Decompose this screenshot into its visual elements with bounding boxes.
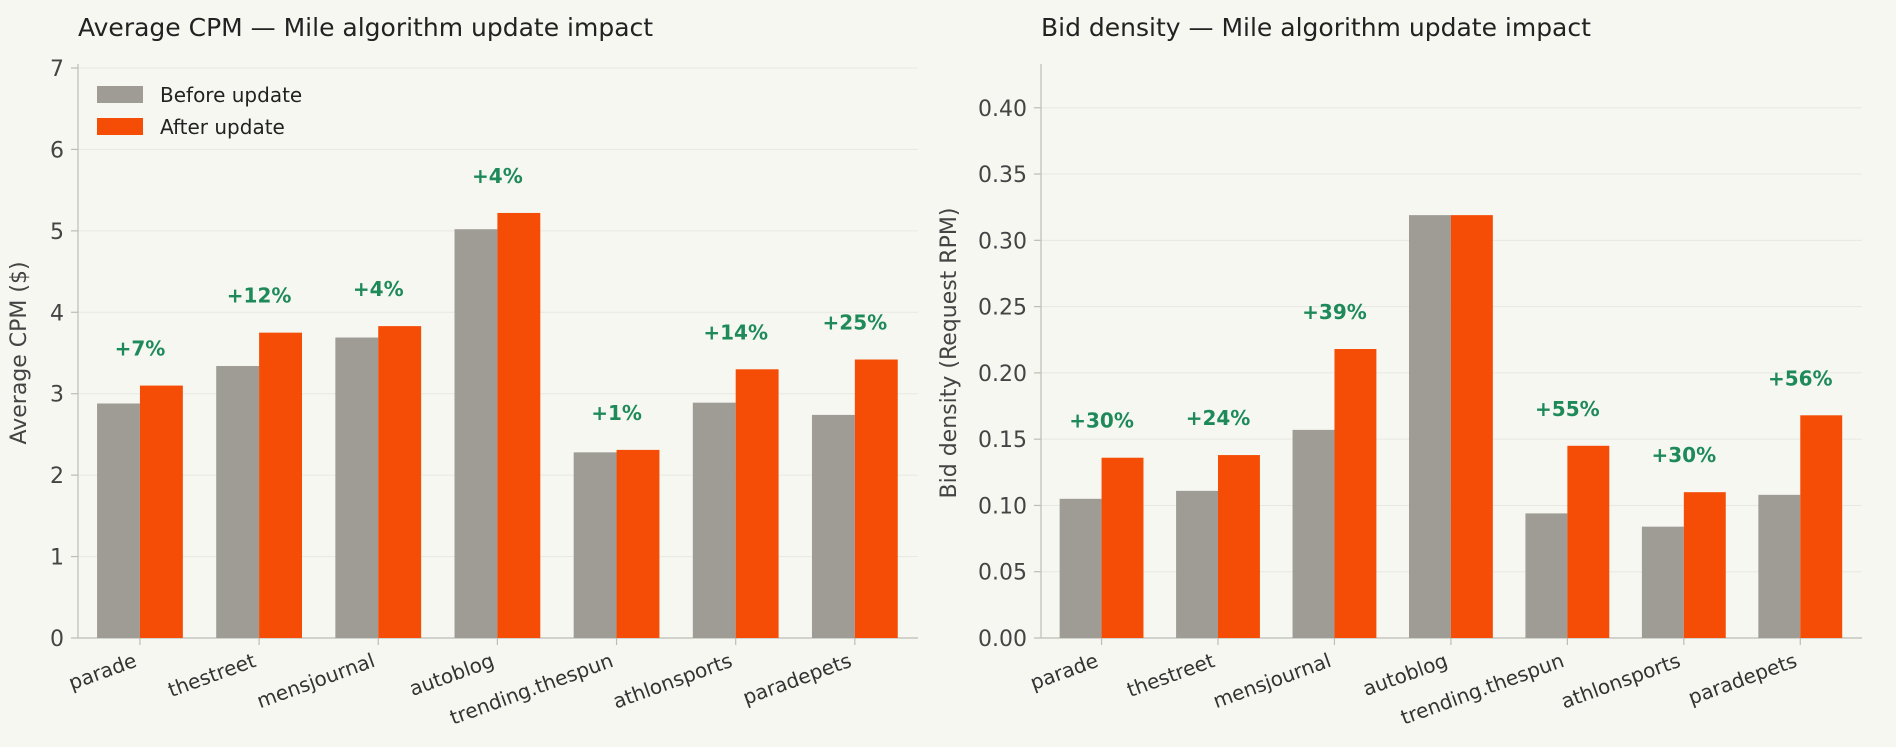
percent-change-label: +14% [703, 320, 768, 344]
percent-change-label: +30% [1652, 443, 1717, 467]
x-tick-label: paradepets [1685, 648, 1800, 709]
bar-after-update [497, 212, 541, 638]
y-tick-label: 0.20 [978, 362, 1027, 387]
bar-after-update [378, 326, 422, 638]
bar-after-update [1334, 349, 1377, 638]
y-tick-label: 6 [50, 138, 64, 163]
percent-change-label: +56% [1768, 366, 1833, 390]
x-tick-label: athlonsports [610, 648, 736, 713]
percent-change-label: +7% [115, 337, 166, 361]
percent-change-label: +4% [472, 164, 523, 188]
bar-before-update [335, 337, 379, 638]
x-tick-label: parade [65, 648, 139, 695]
cpm-chart-panel: Average CPM — Mile algorithm update impa… [7, 13, 918, 729]
bar-before-update [692, 402, 736, 638]
y-tick-label: 3 [50, 383, 64, 408]
bar-before-update [97, 403, 140, 638]
y-tick-label: 5 [50, 220, 64, 245]
bar-after-update [1218, 455, 1260, 638]
bar-before-update [1059, 498, 1102, 638]
percent-change-label: +39% [1302, 300, 1367, 324]
percent-change-label: +30% [1069, 409, 1134, 433]
bar-before-update [454, 229, 498, 638]
y-tick-label: 0 [50, 627, 64, 652]
percent-change-label: +55% [1535, 397, 1600, 421]
bar-after-update [1800, 415, 1843, 638]
legend-swatch [97, 86, 143, 103]
bar-after-update [1450, 215, 1493, 639]
bar-after-update [1567, 445, 1610, 638]
percent-change-label: +12% [227, 284, 292, 308]
y-tick-label: 0.10 [978, 494, 1027, 519]
y-tick-label: 7 [50, 57, 64, 82]
x-tick-label: paradepets [740, 648, 855, 709]
y-tick-label: 2 [50, 464, 64, 489]
bar-before-update [1758, 494, 1801, 638]
y-tick-label: 0.40 [978, 97, 1027, 122]
chart-title: Bid density — Mile algorithm update impa… [1041, 13, 1591, 42]
legend-label: After update [160, 115, 285, 139]
x-tick-label: thestreet [1124, 648, 1218, 702]
y-tick-label: 0.05 [978, 561, 1027, 586]
bar-after-update [854, 359, 898, 638]
y-tick-label: 4 [50, 301, 64, 326]
x-tick-label: mensjournal [1210, 648, 1334, 713]
percent-change-label: +25% [823, 311, 888, 335]
x-tick-label: mensjournal [253, 648, 377, 713]
bar-before-update [1525, 513, 1568, 638]
bid-density-chart-panel: Bid density — Mile algorithm update impa… [937, 13, 1862, 729]
bar-after-update [139, 385, 183, 638]
percent-change-label: +24% [1186, 406, 1251, 430]
chart-title: Average CPM — Mile algorithm update impa… [78, 13, 653, 42]
percent-change-label: +1% [591, 401, 642, 425]
bar-after-update [1101, 457, 1144, 638]
x-tick-label: thestreet [165, 648, 259, 702]
y-tick-label: 0.35 [978, 163, 1027, 188]
bar-before-update [216, 366, 260, 638]
y-axis-label: Average CPM ($) [7, 261, 32, 444]
bar-before-update [1641, 526, 1684, 638]
y-tick-label: 0.30 [978, 229, 1027, 254]
y-tick-label: 1 [50, 546, 64, 571]
x-tick-label: parade [1027, 648, 1101, 695]
x-tick-label: athlonsports [1558, 648, 1684, 713]
bar-after-update [616, 449, 660, 638]
bar-before-update [1292, 429, 1335, 638]
legend-swatch [97, 118, 143, 135]
percent-change-label: +4% [353, 277, 404, 301]
y-tick-label: 0.25 [978, 296, 1027, 321]
y-tick-label: 0.00 [978, 627, 1027, 652]
bar-before-update [1408, 215, 1451, 639]
y-tick-label: 0.15 [978, 428, 1027, 453]
bar-before-update [1176, 490, 1219, 638]
bar-before-update [811, 414, 855, 638]
bar-after-update [1683, 492, 1726, 638]
bar-before-update [573, 452, 617, 638]
y-axis-label: Bid density (Request RPM) [937, 208, 962, 499]
bar-after-update [259, 332, 302, 638]
bar-after-update [735, 369, 779, 638]
legend-label: Before update [160, 83, 302, 107]
